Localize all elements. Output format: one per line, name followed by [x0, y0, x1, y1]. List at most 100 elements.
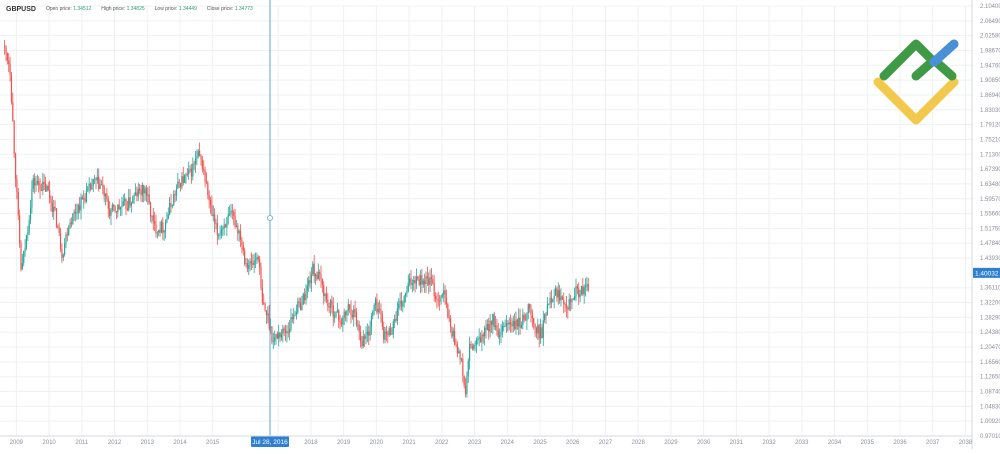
candle-body — [207, 182, 209, 196]
x-tick-label: 2023 — [468, 440, 482, 446]
candle-body — [459, 351, 461, 360]
crosshair-marker — [267, 215, 273, 221]
candle-body — [353, 309, 355, 318]
candle-body — [54, 206, 56, 209]
candle-body — [469, 343, 471, 361]
candle-body — [529, 304, 531, 309]
candle-body — [55, 208, 58, 227]
candle-body — [298, 301, 300, 303]
candle-body — [219, 234, 221, 236]
candle-body — [485, 327, 487, 330]
candle-body — [38, 181, 40, 185]
x-tick-label: 2013 — [141, 440, 155, 446]
candle-body — [429, 277, 431, 285]
candle-body — [35, 183, 37, 186]
candle-body — [374, 299, 377, 306]
candle-body — [57, 226, 59, 228]
candle-body — [339, 320, 341, 323]
candle-body — [357, 324, 359, 326]
brand-logo-icon — [873, 39, 959, 125]
x-tick-label: 2024 — [501, 440, 515, 446]
candle-body — [464, 385, 467, 394]
y-tick-label: 1.63480 — [980, 182, 1000, 188]
candle-body — [181, 176, 183, 188]
candle-body — [494, 325, 497, 327]
candle-body — [122, 201, 124, 207]
candle-body — [159, 229, 161, 233]
candle-body — [559, 290, 561, 301]
candle-body — [265, 310, 268, 316]
candle-body — [271, 326, 273, 342]
candle-body — [400, 300, 403, 307]
candle-body — [23, 251, 25, 264]
candle-body — [211, 204, 213, 216]
candle-body — [284, 330, 287, 334]
candle-body — [454, 331, 456, 345]
candle-body — [185, 174, 187, 176]
y-tick-label: 1.36110 — [980, 286, 1000, 292]
candle-body — [46, 185, 48, 192]
candle-body — [366, 331, 368, 335]
candle-body — [582, 286, 584, 295]
candle-body — [379, 308, 381, 310]
candle-body — [466, 375, 468, 394]
candle-body — [482, 334, 484, 337]
candle-body — [77, 204, 79, 213]
candle-body — [524, 319, 527, 321]
candle-body — [350, 308, 352, 316]
candle-body — [550, 297, 553, 303]
candle-body — [564, 304, 566, 306]
candle-body — [171, 205, 173, 207]
candle-body — [368, 331, 370, 336]
candle-body — [546, 304, 548, 316]
candle-body — [383, 326, 385, 340]
candle-body — [79, 204, 81, 211]
candle-body — [306, 285, 308, 291]
candle-body — [361, 341, 363, 347]
y-tick-label: 1.59570 — [980, 197, 1000, 203]
candle-body — [14, 153, 17, 179]
candle-body — [242, 245, 244, 251]
candle-body — [126, 208, 128, 210]
candle-body — [404, 293, 407, 297]
candle-body — [511, 324, 513, 327]
candle-body — [237, 225, 239, 234]
candle-body — [301, 304, 303, 310]
candle-body — [407, 282, 409, 292]
candle-body — [417, 276, 419, 279]
candle-body — [403, 296, 405, 303]
candle-body — [121, 206, 123, 208]
candle-body — [129, 197, 131, 206]
candle-body — [20, 242, 22, 270]
x-tick-label: 2038 — [959, 440, 973, 446]
candle-body — [222, 228, 224, 230]
candle-body — [151, 215, 153, 217]
candle-body — [334, 316, 336, 318]
candle-body — [304, 293, 306, 301]
candle-body — [486, 324, 488, 330]
candle-body — [556, 288, 558, 298]
candle-body — [409, 278, 411, 283]
candle-body — [424, 280, 426, 285]
candle-body — [293, 315, 295, 320]
candle-body — [259, 259, 261, 268]
candle-body — [106, 193, 108, 200]
y-tick-label: 1.75210 — [980, 137, 1000, 143]
candle-body — [249, 261, 251, 266]
candle-body — [31, 188, 33, 208]
candle-body — [261, 287, 263, 303]
y-tick-label: 0.97010 — [980, 434, 1000, 440]
candle-body — [109, 208, 111, 216]
candle-body — [272, 340, 274, 342]
y-tick-label: 2.06490 — [980, 19, 1000, 25]
candle-body — [133, 195, 135, 197]
candle-body — [402, 302, 404, 307]
y-tick-label: 1.86940 — [980, 93, 1000, 99]
candle-body — [481, 334, 483, 343]
candle-body — [323, 284, 325, 296]
candle-body — [441, 294, 443, 297]
candle-body — [65, 234, 67, 244]
candle-body — [530, 308, 532, 316]
